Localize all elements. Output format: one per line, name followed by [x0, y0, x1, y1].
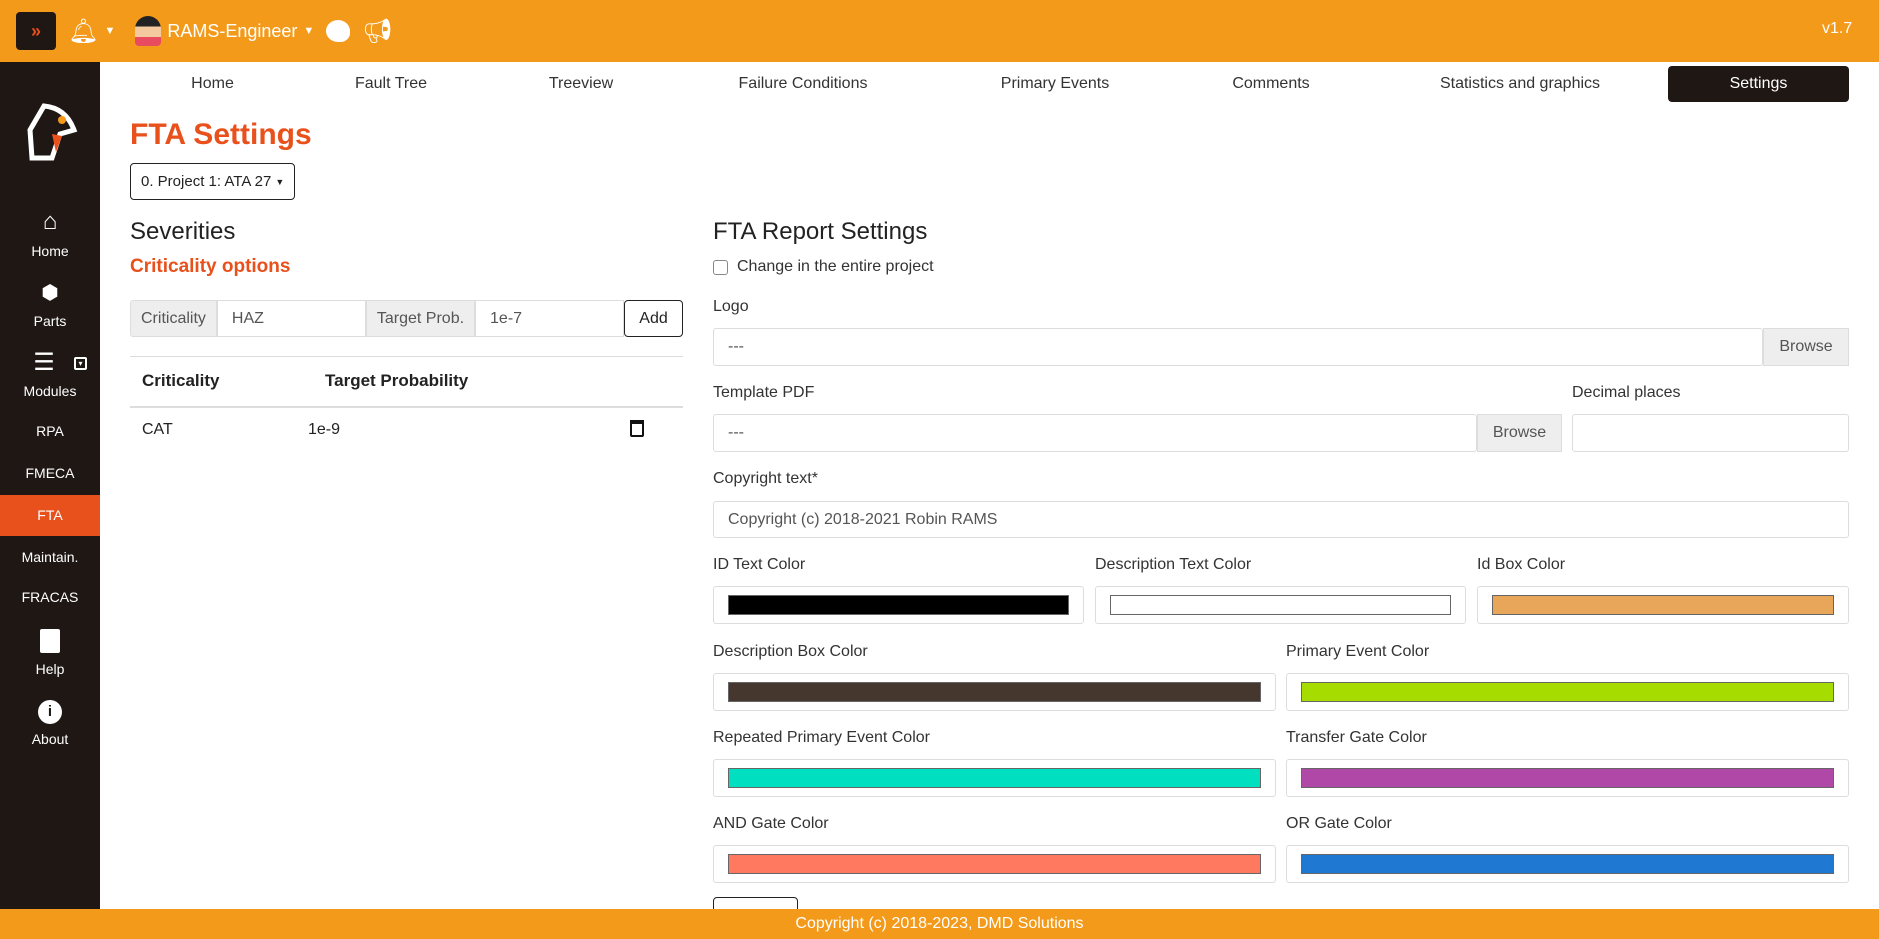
primary-event-color-label: Primary Event Color	[1286, 643, 1430, 660]
chevron-down-icon[interactable]: ▼	[104, 25, 116, 37]
color-swatch	[1110, 595, 1451, 615]
version: v1.7	[1822, 20, 1853, 37]
info-icon[interactable]: i	[38, 700, 62, 724]
repeated-primary-event-color-picker[interactable]	[713, 759, 1276, 797]
criticality-input-group: Criticality HAZ Target Prob. 1e-7 Add	[130, 300, 684, 337]
and-gate-color-picker[interactable]	[713, 845, 1276, 883]
tab-fault-tree[interactable]: Fault Tree	[354, 75, 428, 92]
template-browse-button[interactable]: Browse	[1477, 414, 1562, 452]
decimal-label: Decimal places	[1572, 384, 1681, 401]
color-swatch	[1301, 682, 1834, 702]
logo-label: Logo	[713, 298, 749, 315]
color-swatch	[728, 768, 1261, 788]
description-text-color-label: Description Text Color	[1095, 556, 1252, 573]
sidebar-item-fracas[interactable]: FRACAS	[21, 589, 79, 605]
or-gate-color-picker[interactable]	[1286, 845, 1849, 883]
color-swatch	[1301, 854, 1834, 874]
color-swatch	[728, 854, 1261, 874]
logo-browse-button[interactable]: Browse	[1763, 328, 1849, 366]
sidebar-item-fta-active[interactable]	[0, 495, 100, 536]
divider	[130, 406, 683, 408]
target-prob-input[interactable]: 1e-7	[475, 300, 625, 337]
tab-primary-events[interactable]: Primary Events	[1000, 75, 1110, 92]
copyright-label: Copyright text*	[713, 470, 818, 487]
sidebar	[0, 62, 100, 909]
top-bar	[0, 0, 1879, 62]
megaphone-icon[interactable]: 📢︎	[362, 17, 393, 45]
description-box-color-label: Description Box Color	[713, 643, 868, 660]
target-prob-label: Target Prob.	[365, 300, 476, 337]
project-value: 0. Project 1: ATA 27	[141, 173, 272, 190]
tab-statistics[interactable]: Statistics and graphics	[1439, 75, 1601, 92]
change-project-checkbox[interactable]	[713, 260, 728, 275]
color-swatch	[728, 682, 1261, 702]
primary-event-color-picker[interactable]	[1286, 673, 1849, 711]
transfer-gate-color-label: Transfer Gate Color	[1286, 729, 1427, 746]
tab-comments[interactable]: Comments	[1232, 75, 1310, 92]
sidebar-item-fmeca[interactable]: FMECA	[25, 465, 75, 481]
copyright-input[interactable]: Copyright (c) 2018-2021 Robin RAMS	[713, 501, 1849, 538]
menu-icon[interactable]: ☰	[33, 349, 55, 376]
page-title: FTA Settings	[130, 118, 312, 151]
criticality-input[interactable]: HAZ	[216, 300, 366, 337]
criticality-label: Criticality	[130, 300, 217, 337]
transfer-gate-color-picker[interactable]	[1286, 759, 1849, 797]
sidebar-item-maintain[interactable]: Maintain.	[21, 549, 79, 565]
sidebar-item-home[interactable]: Home	[31, 243, 69, 259]
description-box-color-picker[interactable]	[713, 673, 1276, 711]
color-swatch	[1301, 768, 1834, 788]
id-box-color-picker[interactable]	[1477, 586, 1849, 624]
and-gate-color-label: AND Gate Color	[713, 815, 829, 832]
project-dropdown[interactable]: 0. Project 1: ATA 27 ▼	[130, 163, 296, 200]
book-icon[interactable]	[40, 629, 60, 653]
expand-icon[interactable]: ▾	[74, 357, 87, 370]
logo-input[interactable]: ---	[713, 328, 1763, 366]
id-text-color-label: ID Text Color	[713, 556, 806, 573]
tab-treeview[interactable]: Treeview	[548, 75, 614, 92]
sidebar-item-modules[interactable]: Modules	[23, 383, 77, 399]
top-bar-controls: » 🔔︎ ▼ RAMS-Engineer ▼ 📢︎	[16, 12, 393, 50]
tab-settings[interactable]: Settings	[1668, 66, 1849, 102]
user-menu[interactable]: RAMS-Engineer	[167, 20, 298, 41]
criticality-options-title: Criticality options	[130, 256, 291, 277]
column-header-criticality: Criticality	[142, 371, 220, 390]
sidebar-toggle-button[interactable]: »	[16, 12, 56, 50]
tab-home[interactable]: Home	[191, 75, 234, 92]
footer: Copyright (c) 2018-2023, DMD Solutions	[0, 909, 1879, 939]
color-swatch	[728, 595, 1069, 615]
sidebar-item-about[interactable]: About	[31, 731, 69, 747]
logo	[27, 103, 78, 161]
report-settings-title: FTA Report Settings	[713, 218, 928, 245]
parts-icon[interactable]: ⬢	[41, 282, 59, 304]
chevron-down-icon[interactable]: ▼	[303, 25, 315, 37]
bell-icon[interactable]: 🔔︎	[68, 17, 99, 45]
repeated-primary-event-color-label: Repeated Primary Event Color	[713, 729, 930, 746]
sidebar-item-parts[interactable]: Parts	[33, 313, 67, 329]
trash-icon[interactable]	[630, 420, 644, 437]
decimal-input[interactable]	[1572, 414, 1849, 452]
column-header-target: Target Probability	[325, 371, 469, 390]
tab-failure-conditions[interactable]: Failure Conditions	[738, 75, 868, 92]
add-button[interactable]: Add	[624, 300, 684, 337]
divider	[130, 356, 683, 357]
or-gate-color-label: OR Gate Color	[1286, 815, 1392, 832]
id-box-color-label: Id Box Color	[1477, 556, 1566, 573]
sidebar-item-help[interactable]: Help	[35, 661, 65, 677]
cell-criticality: CAT	[142, 421, 173, 438]
palette-icon[interactable]	[326, 20, 351, 42]
template-label: Template PDF	[713, 384, 815, 401]
checkbox-label: Change in the entire project	[737, 258, 934, 275]
caret-down-icon: ▼	[275, 176, 285, 187]
severities-title: Severities	[130, 218, 236, 245]
id-text-color-picker[interactable]	[713, 586, 1084, 624]
cell-target: 1e-9	[308, 421, 341, 438]
sidebar-item-fta[interactable]: FTA	[37, 507, 63, 523]
home-icon[interactable]: ⌂	[42, 208, 58, 235]
template-input[interactable]: ---	[713, 414, 1477, 452]
color-swatch	[1492, 595, 1834, 615]
description-text-color-picker[interactable]	[1095, 586, 1466, 624]
sidebar-item-rpa[interactable]: RPA	[36, 423, 64, 439]
avatar[interactable]	[135, 16, 162, 46]
